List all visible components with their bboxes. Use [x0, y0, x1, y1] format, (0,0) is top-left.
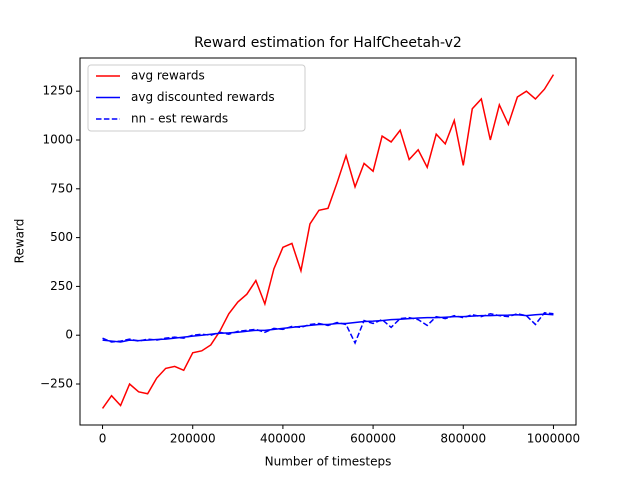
- y-tick-label: 500: [50, 230, 73, 244]
- x-tick-label: 0: [99, 432, 107, 446]
- y-tick-label: 1250: [42, 84, 73, 98]
- x-axis-label: Number of timesteps: [265, 455, 392, 469]
- legend-label: nn - est rewards: [131, 112, 228, 126]
- legend-label: avg discounted rewards: [131, 90, 275, 104]
- y-axis-label: Reward: [13, 219, 27, 264]
- line-series: [101, 74, 555, 409]
- x-tick-label: 400000: [260, 432, 306, 446]
- plot-frame: [79, 57, 577, 426]
- y-tick-label: 750: [50, 181, 73, 195]
- chart-title: Reward estimation for HalfCheetah-v2: [194, 35, 462, 51]
- y-tick-label: −250: [40, 377, 73, 391]
- x-tick-label: 800000: [440, 432, 486, 446]
- y-tick-label: 1000: [42, 132, 73, 146]
- y-tick-label: 0: [65, 328, 73, 342]
- legend-label: avg rewards: [131, 69, 205, 83]
- x-tick-label: 600000: [350, 432, 396, 446]
- line-series: [102, 311, 554, 345]
- x-tick-label: 1000000: [527, 432, 580, 446]
- legend-box: [87, 64, 306, 132]
- y-tick-label: 250: [50, 279, 73, 293]
- x-tick-label: 200000: [170, 432, 216, 446]
